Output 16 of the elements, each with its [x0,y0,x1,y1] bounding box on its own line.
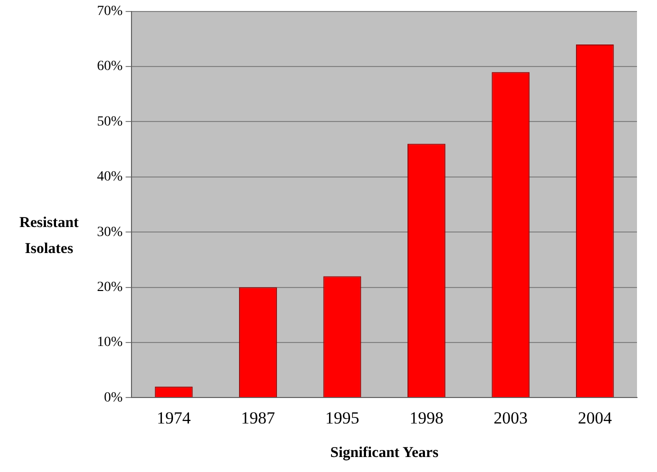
y-tick-label: 50% [96,114,123,130]
y-tick-label: 40% [96,170,123,185]
x-tick-label: 2004 [578,408,612,428]
y-tick-label: 70% [96,4,123,20]
x-tick-label: 1998 [409,408,444,428]
y-tick-label: 60% [96,59,123,74]
y-tick-label: 20% [96,280,123,295]
x-tick-label: 1974 [156,408,192,428]
y-tick-label: 30% [96,224,123,240]
x-tick-label: 1995 [325,408,360,428]
x-tick-label: 1987 [240,408,276,428]
x-axis-title: Significant Years [330,444,439,461]
x-tick-label: 2003 [494,408,528,428]
y-tick-label: 10% [96,335,123,350]
y-tick-label: 0% [104,390,123,406]
y-axis-title: Resistant Isolates [18,214,80,259]
